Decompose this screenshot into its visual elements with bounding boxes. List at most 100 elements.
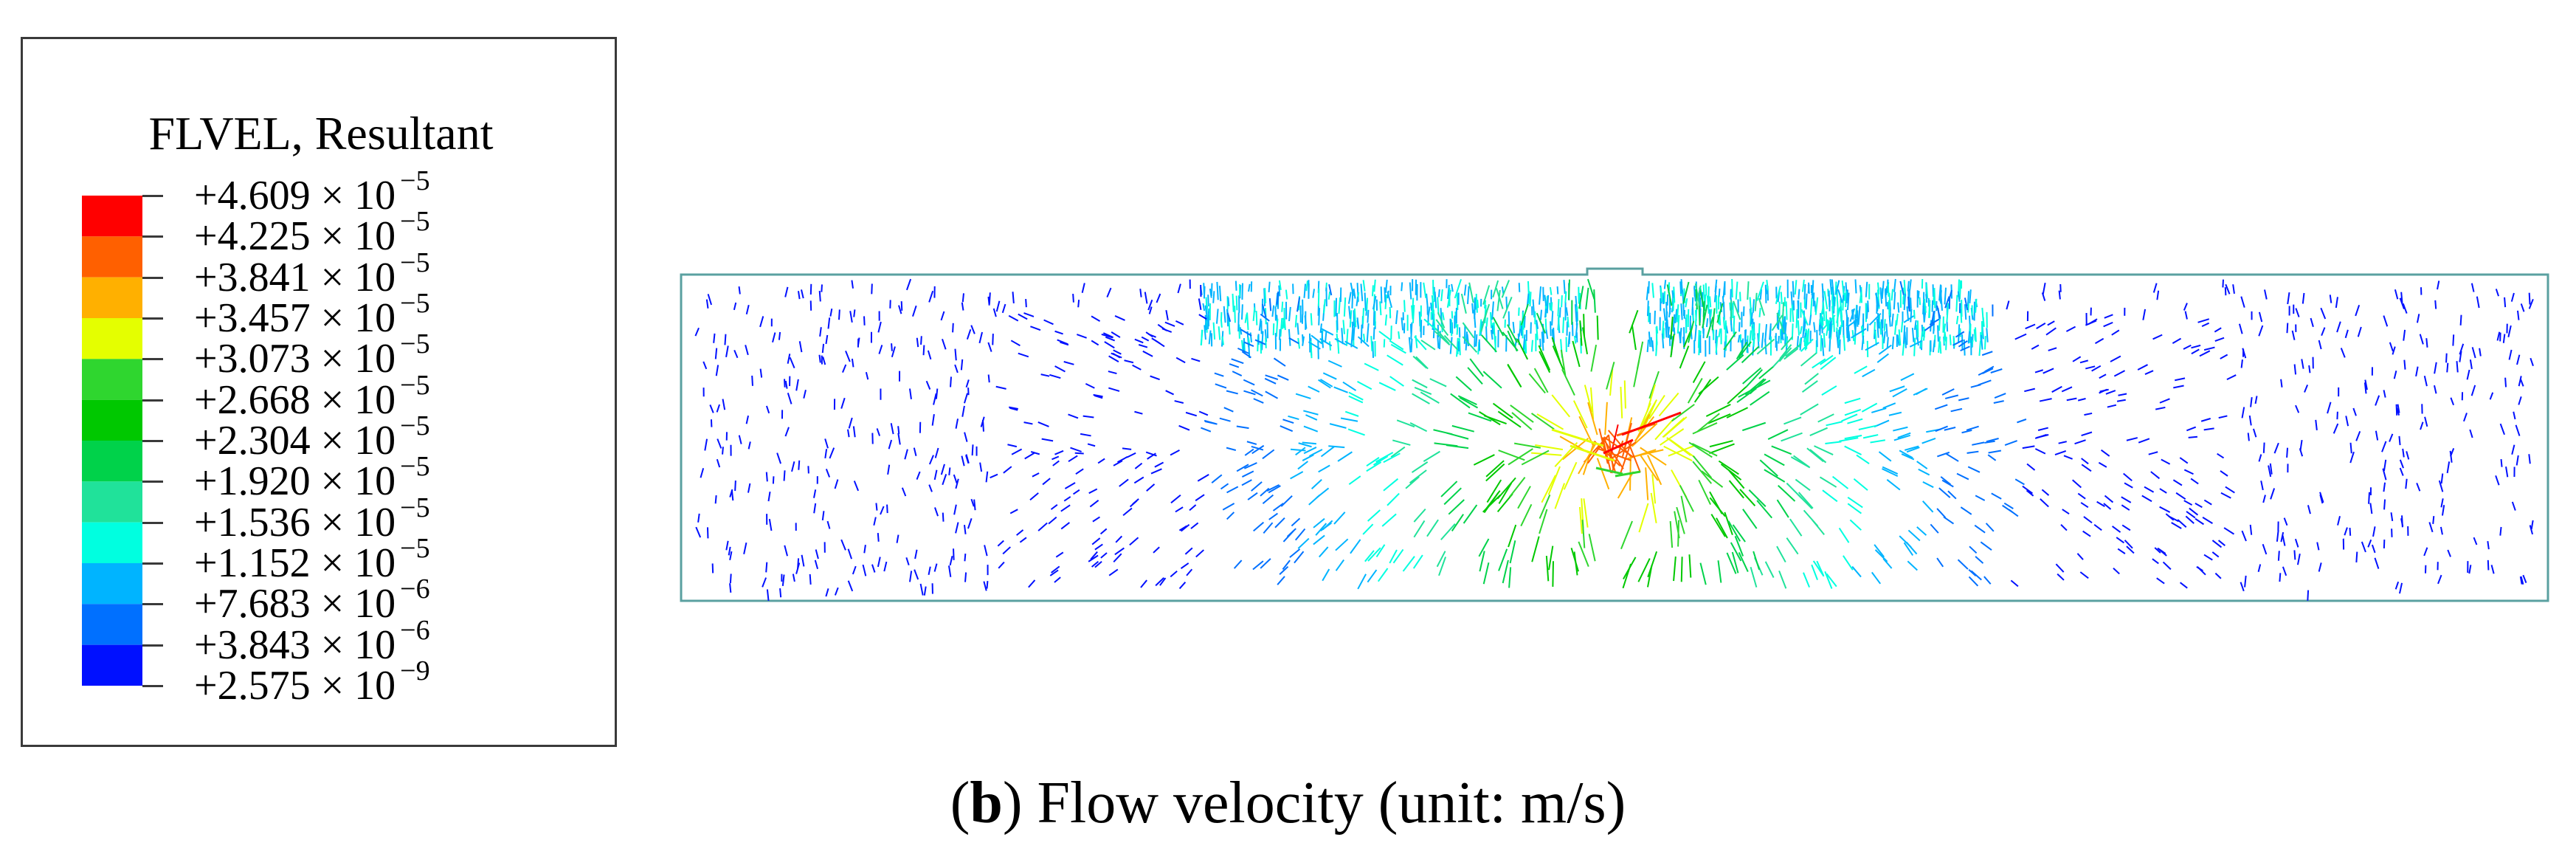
velocity-arrow [1180, 523, 1190, 532]
velocity-arrow [1447, 284, 1450, 300]
velocity-arrow [1572, 340, 1581, 368]
velocity-arrow [1662, 320, 1665, 334]
velocity-arrow [2008, 509, 2019, 517]
velocity-arrow [1383, 452, 1401, 464]
velocity-arrow [1674, 309, 1678, 324]
velocity-arrow [1931, 311, 1935, 323]
velocity-arrow [2065, 326, 2076, 332]
velocity-arrow [1809, 427, 1828, 436]
velocity-arrow [2252, 428, 2257, 438]
velocity-arrow [1894, 320, 1897, 335]
velocity-arrow [1111, 352, 1122, 359]
velocity-arrow [1936, 305, 1941, 319]
velocity-arrow [904, 449, 908, 460]
velocity-arrow [922, 345, 925, 356]
velocity-arrow [1075, 468, 1084, 475]
velocity-arrow [1165, 310, 1169, 320]
velocity-arrow [1922, 303, 1924, 314]
velocity-arrow [1150, 468, 1162, 475]
velocity-arrow [1968, 576, 1979, 587]
velocity-arrow [1241, 470, 1254, 478]
velocity-arrow [1736, 341, 1748, 359]
velocity-arrow [1456, 324, 1459, 335]
velocity-arrow [1251, 445, 1264, 451]
velocity-arrow [1789, 518, 1803, 537]
velocity-arrow [1088, 488, 1098, 495]
velocity-arrow [1944, 394, 1959, 399]
velocity-arrow [1640, 447, 1667, 466]
velocity-arrow [1874, 544, 1885, 558]
velocity-arrow [1240, 328, 1252, 337]
velocity-arrow [1272, 503, 1284, 512]
velocity-arrow [1745, 369, 1764, 388]
velocity-arrow [1756, 281, 1764, 301]
velocity-arrow [825, 334, 829, 345]
velocity-arrow [966, 329, 972, 340]
velocity-arrow [1692, 422, 1718, 435]
velocity-arrow [1702, 300, 1705, 325]
velocity-arrow [1353, 308, 1357, 328]
velocity-arrow [1375, 544, 1386, 558]
velocity-arrow [1805, 293, 1808, 310]
velocity-arrow [1308, 494, 1321, 506]
legend-tick [142, 562, 163, 565]
velocity-arrow [1629, 449, 1664, 458]
velocity-arrow [2218, 415, 2228, 419]
velocity-arrow [1839, 324, 1843, 335]
legend-tick [142, 195, 163, 197]
velocity-arrow [2099, 373, 2107, 379]
velocity-arrow [2383, 315, 2389, 327]
legend-tick-label: +1.536 × 10 −5 [194, 492, 430, 548]
velocity-arrow [1408, 337, 1412, 353]
velocity-arrow [1764, 561, 1775, 578]
velocity-arrow [923, 586, 927, 596]
velocity-arrow [1147, 299, 1153, 311]
velocity-arrow [1482, 562, 1490, 585]
velocity-arrow [1897, 432, 1911, 438]
velocity-arrow [961, 455, 965, 466]
velocity-arrow [1477, 299, 1479, 309]
velocity-arrow [1430, 302, 1433, 311]
velocity-arrow [2399, 582, 2403, 594]
velocity-arrow [1960, 345, 1970, 352]
velocity-arrow [1409, 422, 1428, 433]
velocity-arrow [1303, 447, 1317, 455]
velocity-arrow [2499, 526, 2502, 536]
velocity-arrow [694, 327, 700, 337]
velocity-arrow [1669, 438, 1696, 458]
velocity-arrow [1812, 560, 1825, 577]
velocity-arrow [984, 545, 988, 557]
velocity-arrow [1508, 567, 1512, 588]
velocity-arrow [1578, 286, 1584, 309]
velocity-arrow [1091, 560, 1099, 568]
velocity-arrow [1724, 512, 1733, 535]
velocity-arrow [1126, 452, 1136, 458]
velocity-arrow [1750, 566, 1758, 588]
velocity-arrow [1907, 560, 1918, 571]
velocity-arrow [1820, 335, 1823, 351]
velocity-arrow [2226, 374, 2237, 381]
velocity-arrow [2400, 292, 2403, 303]
velocity-arrow [1243, 462, 1257, 469]
velocity-arrow [960, 359, 964, 371]
velocity-arrow [933, 469, 938, 481]
velocity-arrow [1986, 328, 1989, 342]
velocity-arrow [1253, 521, 1265, 532]
velocity-arrow [1467, 367, 1483, 385]
velocity-arrow [709, 404, 714, 413]
velocity-arrow [2345, 416, 2349, 427]
velocity-arrow [1154, 340, 1165, 348]
velocity-arrow [1271, 305, 1275, 317]
velocity-arrow [2084, 412, 2093, 416]
velocity-arrow [1261, 303, 1267, 318]
velocity-arrow [1560, 349, 1567, 376]
velocity-arrow [1837, 289, 1843, 303]
velocity-arrow [2471, 347, 2476, 359]
velocity-arrow [1955, 315, 1959, 325]
velocity-arrow [2515, 424, 2521, 436]
velocity-arrow [1551, 394, 1571, 418]
velocity-arrow [1579, 320, 1583, 346]
velocity-arrow [1843, 334, 1846, 351]
legend-tick-mantissa: +4.225 × 10 [194, 213, 396, 260]
velocity-arrow [1674, 511, 1680, 539]
